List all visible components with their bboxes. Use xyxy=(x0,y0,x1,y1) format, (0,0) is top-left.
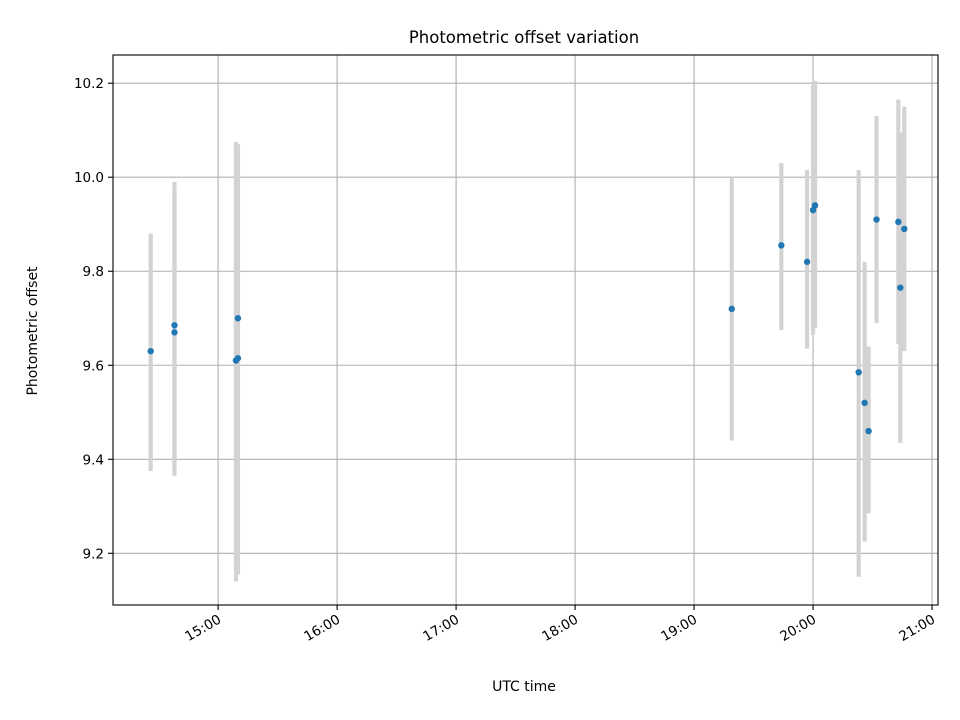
data-point xyxy=(865,427,872,435)
data-point xyxy=(861,399,868,407)
data-point xyxy=(811,202,819,209)
x-axis-label: UTC time xyxy=(492,679,556,695)
data-point xyxy=(147,347,154,355)
grid xyxy=(113,55,938,605)
data-point xyxy=(171,329,178,336)
y-axis-label: Photometric offset xyxy=(25,266,41,396)
data-point xyxy=(897,284,904,291)
y-tick-label: 9.6 xyxy=(83,358,104,374)
y-axis-ticks: 9.2 9.4 9.6 9.8 10.0 10.2 xyxy=(74,76,113,562)
y-tick-label: 10.0 xyxy=(74,170,104,186)
data-point xyxy=(895,218,902,226)
plot-frame xyxy=(112,54,939,606)
y-tick-label: 9.8 xyxy=(83,264,104,280)
data-point xyxy=(171,322,178,329)
data-point xyxy=(803,258,811,266)
data-point xyxy=(234,315,242,322)
chart-title: Photometric offset variation xyxy=(409,28,639,47)
data-point xyxy=(778,242,785,249)
data-point xyxy=(728,305,735,313)
y-tick-label: 9.2 xyxy=(83,546,104,562)
y-tick-label: 10.2 xyxy=(74,76,104,92)
data-point xyxy=(234,355,242,362)
data-points xyxy=(147,202,908,435)
data-point xyxy=(873,216,880,223)
y-tick-label: 9.4 xyxy=(83,452,104,468)
data-point xyxy=(855,369,862,376)
data-point xyxy=(901,225,908,233)
